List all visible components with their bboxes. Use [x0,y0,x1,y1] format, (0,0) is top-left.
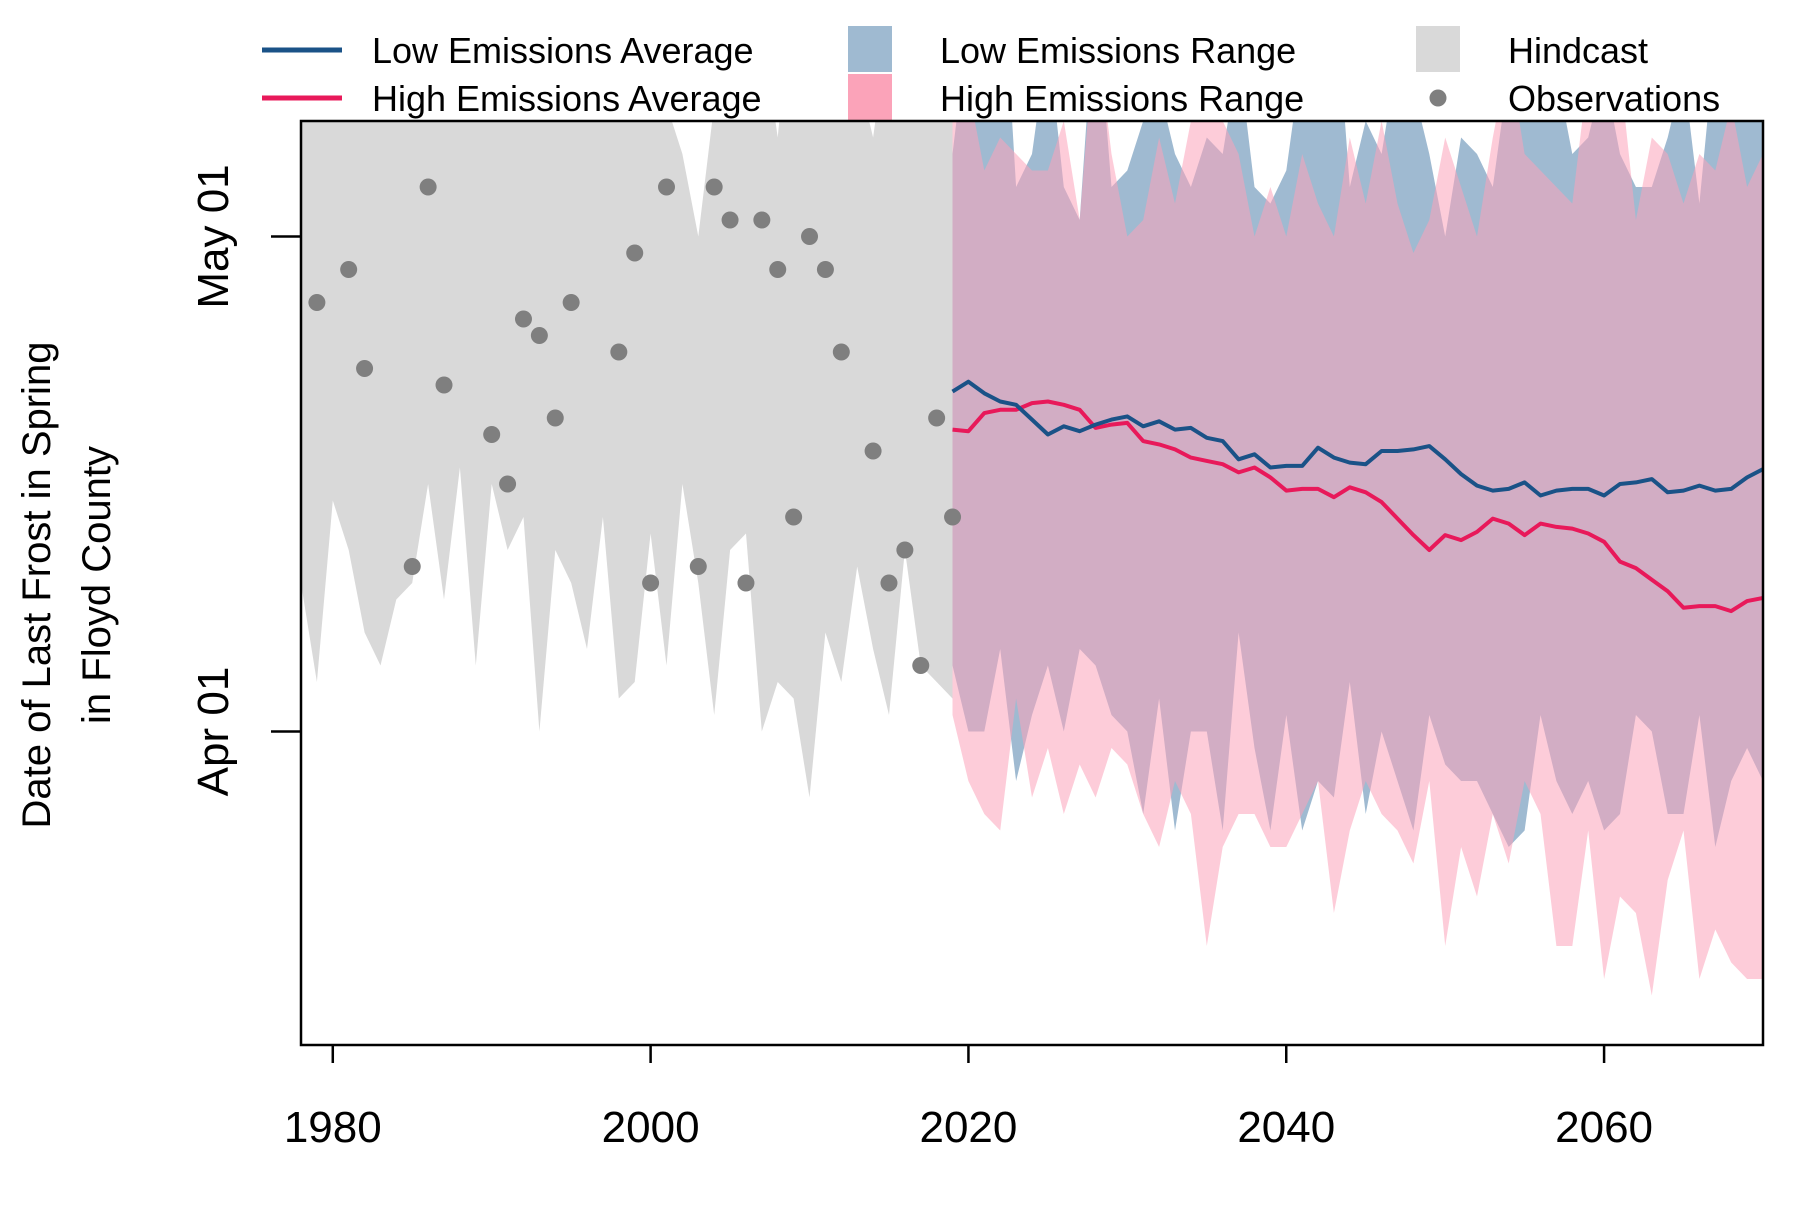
observation-point [658,178,675,196]
observation-point [610,343,628,361]
legend-label: High Emissions Average [372,78,762,119]
legend-swatch [1416,26,1460,72]
x-tick-label: 2060 [1555,1103,1653,1152]
legend-item-low-avg: Low Emissions Average [262,30,754,71]
observation-point [737,574,755,592]
legend-item-low-range: Low Emissions Range [848,26,1296,72]
observation-point [483,426,501,443]
y-axis: Apr 01 May 01 [189,164,301,796]
legend-label: High Emissions Range [940,78,1304,119]
x-tick-label: 2020 [919,1103,1017,1152]
low-emissions-average-line [951,379,1763,498]
legend-item-high-avg: High Emissions Average [262,78,762,119]
observation-point [912,657,930,674]
plot-frame [299,119,1765,1047]
x-tick-label: 2000 [602,1103,700,1152]
legend-label: Low Emissions Range [940,30,1296,71]
high-emissions-average-line [952,399,1763,614]
legend-label: Hindcast [1508,30,1648,71]
legend-item-high-range: High Emissions Range [848,74,1304,120]
observation-point [530,327,548,344]
observation-point [816,261,834,278]
observation-point [689,558,707,575]
observation-point [514,310,532,328]
observation-point [562,294,580,311]
observation-point [721,211,739,229]
observation-point [705,178,723,196]
observation-point [435,376,453,394]
observation-point [324,80,341,97]
observation-point [499,475,517,493]
hindcast-band [301,121,953,798]
x-tick-label: 2040 [1237,1103,1335,1152]
observation-point [944,508,962,526]
observation-point [642,574,660,592]
chart-legend: Low Emissions Average High Emissions Aver… [262,26,1720,120]
y-tick-label: May 01 [189,164,238,308]
legend-item-hindcast: Hindcast [1416,26,1648,72]
legend-label: Low Emissions Average [372,30,754,71]
observation-point [403,558,421,575]
plot-area [299,80,1765,1047]
legend-swatch [1429,89,1447,107]
legend-swatch [848,26,892,72]
legend-item-obs: Observations [1429,78,1720,119]
observation-point [785,508,803,526]
observation-point [928,409,946,427]
legend-swatch [848,74,892,120]
observation-point [340,261,358,278]
observation-point [308,294,326,311]
observation-point [801,228,819,245]
observation-point [356,360,374,377]
x-axis: 1980 2000 2020 2040 2060 [284,1045,1653,1152]
observation-point [896,541,914,559]
y-axis-title-line-1: Date of Last Frost in Spring [15,342,59,829]
legend-label: Observations [1508,78,1720,119]
x-tick-label: 1980 [284,1103,382,1152]
observation-point [864,442,882,460]
observation-point [546,409,564,427]
observation-point [419,178,437,196]
observation-point [626,244,644,262]
y-axis-title: Date of Last Frost in Spring in Floyd Co… [15,342,119,829]
y-tick-label: Apr 01 [189,667,238,797]
y-axis-title-line-2: in Floyd County [75,446,119,724]
high-emissions-range-band [952,121,1763,996]
observation-point [832,343,850,361]
observation-point [753,211,771,229]
observation-point [769,261,787,278]
observation-point [880,574,898,592]
